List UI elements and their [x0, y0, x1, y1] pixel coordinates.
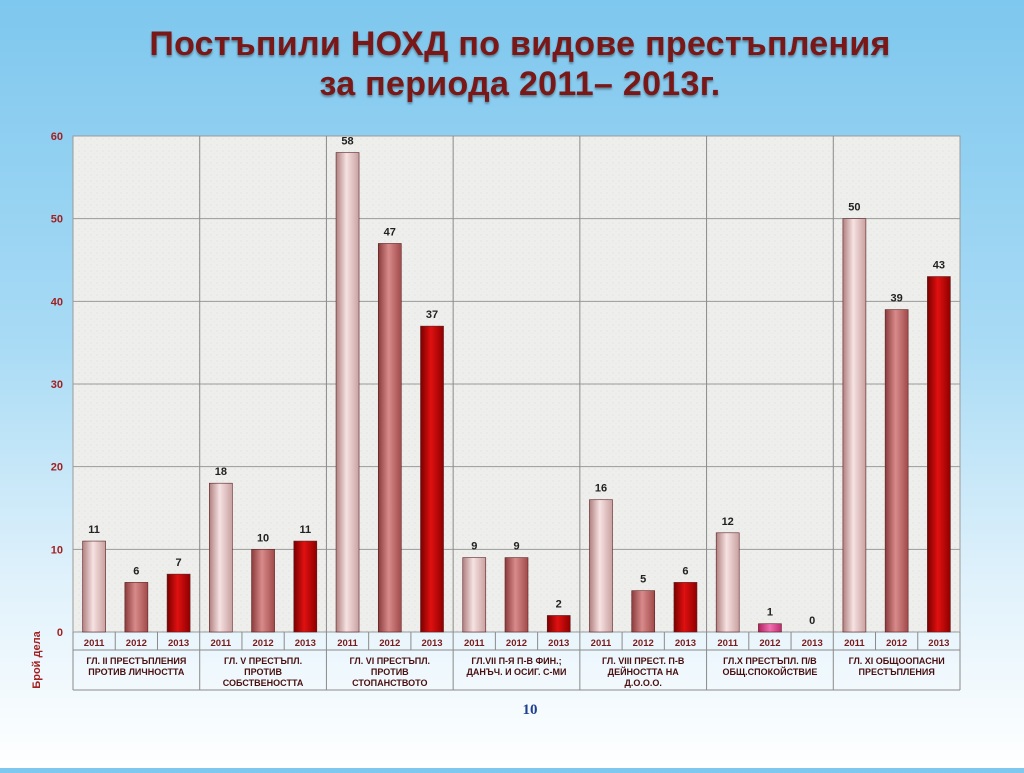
category-label: СТОПАНСТВОТО [352, 678, 427, 688]
bar [504, 557, 529, 633]
year-tick-label: 2012 [506, 638, 527, 649]
y-tick-label: 10 [51, 544, 63, 556]
data-label: 47 [384, 226, 396, 238]
year-tick-label: 2012 [759, 638, 780, 649]
data-label: 6 [682, 565, 688, 577]
data-label: 9 [471, 541, 477, 553]
category-label: ПРЕСТЪПЛЕНИЯ [858, 667, 934, 677]
year-tick-label: 2013 [168, 638, 189, 649]
year-tick-label: 2013 [295, 638, 316, 649]
slide-title: Постъпили НОХД по видове престъпления за… [0, 24, 1024, 104]
slide-number: 10 [522, 702, 538, 718]
data-label: 11 [88, 524, 100, 536]
data-label: 0 [809, 615, 815, 627]
year-tick-label: 2011 [337, 638, 358, 649]
data-label: 9 [513, 541, 519, 553]
y-tick-label: 40 [51, 296, 63, 308]
year-tick-label: 2012 [126, 638, 147, 649]
bar [124, 582, 149, 633]
category-label: ПРОТИВ ЛИЧНОСТТА [88, 667, 185, 677]
y-tick-label: 60 [51, 131, 63, 143]
category-label: СОБСТВЕНОСТТА [223, 678, 304, 688]
bar [209, 482, 233, 633]
year-tick-label: 2012 [253, 638, 274, 649]
category-label: ГЛ. V ПРЕСТЪПЛ. [224, 656, 302, 666]
year-tick-label: 2011 [717, 638, 738, 649]
bar [631, 590, 656, 633]
category-label: Д.О.О.О. [625, 678, 662, 688]
year-tick-label: 2011 [464, 638, 485, 649]
data-label: 7 [176, 557, 182, 569]
category-label: ПРОТИВ [244, 667, 282, 677]
bar [842, 218, 867, 633]
bar [758, 623, 782, 633]
data-label: 6 [133, 565, 139, 577]
bar [673, 582, 698, 633]
year-tick-label: 2013 [802, 638, 823, 649]
year-tick-label: 2011 [844, 638, 865, 649]
year-tick-label: 2013 [421, 638, 442, 649]
category-label: ПРОТИВ [371, 667, 409, 677]
bar [82, 540, 106, 633]
data-label: 37 [426, 309, 438, 321]
year-tick-label: 2012 [886, 638, 907, 649]
data-label: 16 [595, 483, 607, 495]
y-tick-label: 50 [51, 214, 63, 226]
bar [589, 499, 613, 633]
bar [166, 573, 191, 633]
y-tick-label: 0 [57, 627, 63, 639]
bar [884, 309, 909, 633]
category-label: ГЛ.Х ПРЕСТЪПЛ. П/В [723, 656, 817, 666]
data-label: 11 [299, 524, 311, 536]
category-label: ГЛ. VIII ПРЕСТ. П-В [602, 656, 685, 666]
year-tick-label: 2013 [928, 638, 949, 649]
year-tick-label: 2012 [633, 638, 654, 649]
data-label: 43 [933, 260, 945, 272]
bar [377, 243, 402, 633]
y-tick-label: 20 [51, 462, 63, 474]
year-tick-label: 2013 [548, 638, 569, 649]
y-axis-title: Брой дела [31, 630, 43, 688]
category-label: ДЕЙНОСТТА НА [608, 666, 680, 677]
bar [546, 615, 571, 633]
bar [420, 325, 444, 633]
y-tick-label: 30 [51, 379, 63, 391]
year-tick-label: 2011 [84, 638, 105, 649]
category-label: ОБЩ.СПОКОЙСТВИЕ [723, 666, 818, 677]
year-tick-label: 2012 [379, 638, 400, 649]
bar [927, 276, 951, 633]
data-label: 1 [767, 607, 773, 619]
category-label: ДАНЪЧ. И ОСИГ. С-МИ [467, 667, 567, 677]
data-label: 12 [722, 516, 734, 528]
category-label: ГЛ.VII П-Я П-В ФИН.; [471, 656, 561, 666]
category-label: ГЛ. XI ОБЩООПАСНИ [849, 656, 945, 666]
bar [293, 540, 318, 633]
data-label: 18 [215, 466, 227, 478]
data-label: 50 [848, 202, 860, 214]
year-tick-label: 2013 [675, 638, 696, 649]
data-label: 39 [891, 293, 903, 305]
data-label: 58 [341, 136, 353, 148]
bar [715, 532, 740, 633]
bar [335, 152, 360, 633]
data-label: 10 [257, 532, 269, 544]
year-tick-label: 2011 [591, 638, 612, 649]
title-line-1: Постъпили НОХД по видове престъпления [149, 25, 891, 63]
title-line-2: за периода 2011– 2013г. [319, 65, 721, 103]
year-tick-label: 2011 [211, 638, 232, 649]
data-label: 2 [556, 598, 562, 610]
bar [462, 557, 487, 633]
category-label: ГЛ. II ПРЕСТЪПЛЕНИЯ [86, 656, 186, 666]
category-label: ГЛ. VI ПРЕСТЪПЛ. [350, 656, 431, 666]
bar [251, 549, 275, 633]
data-label: 5 [640, 574, 646, 586]
